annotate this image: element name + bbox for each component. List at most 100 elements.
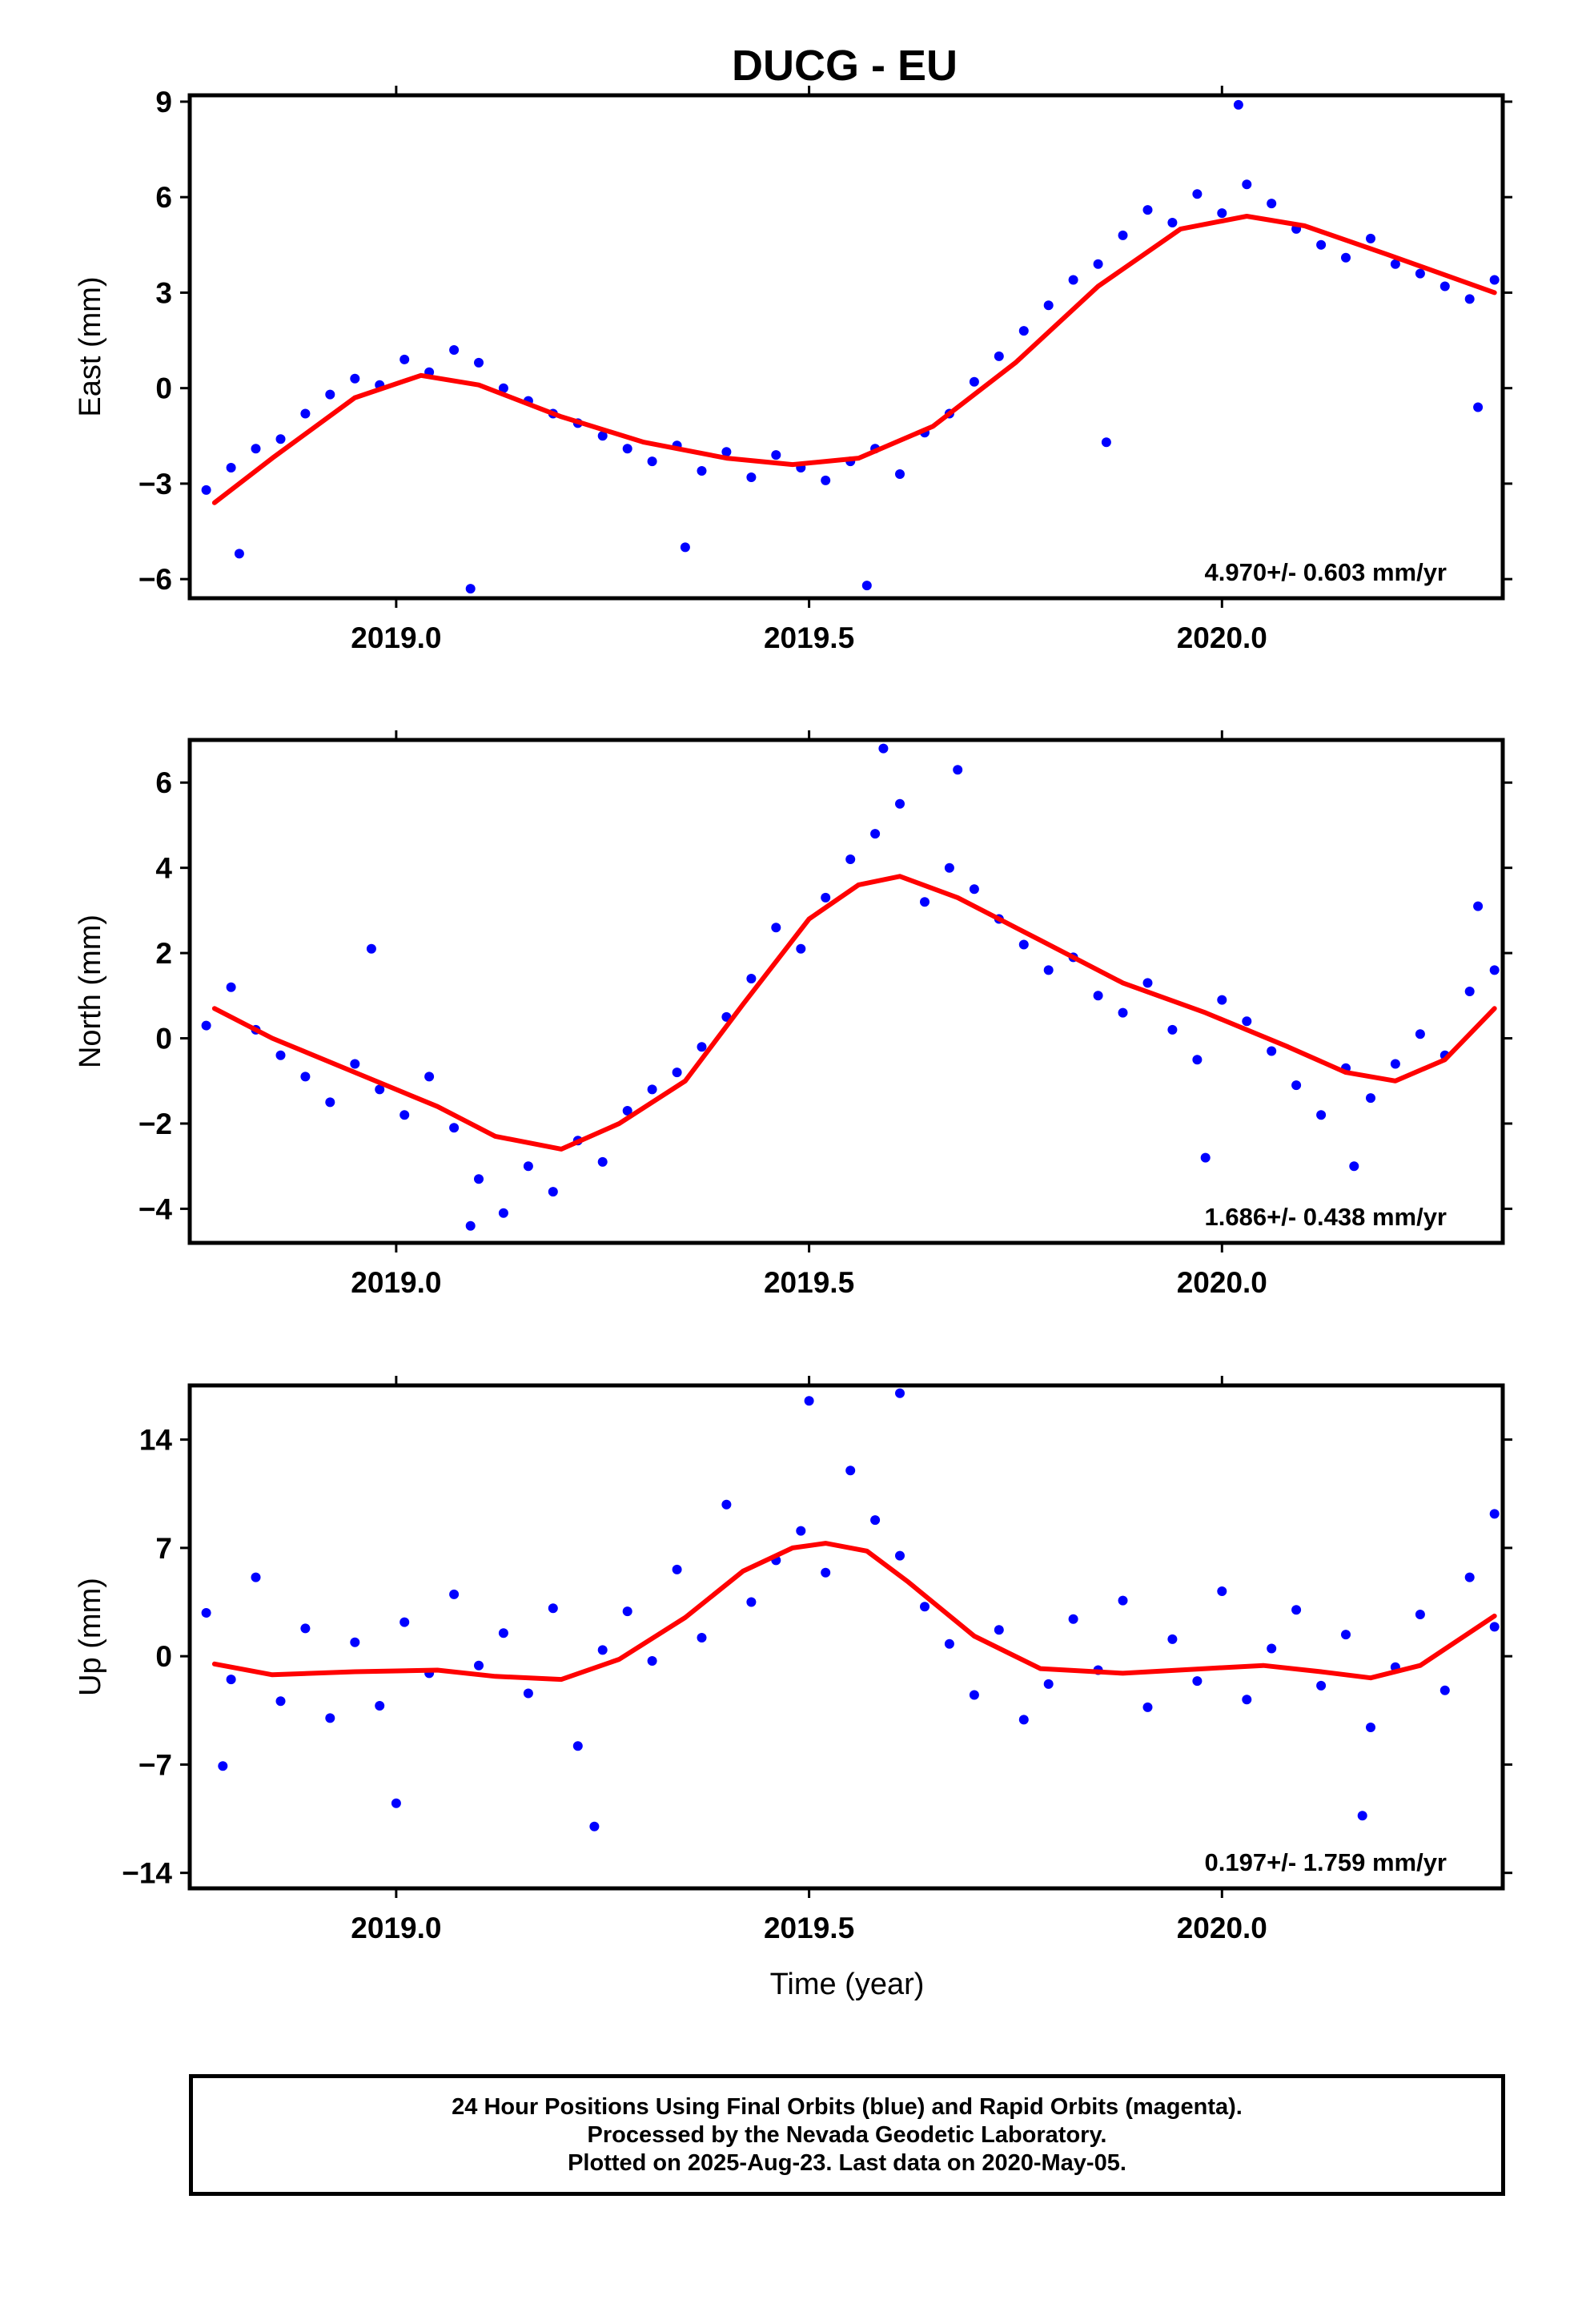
model-fit-line [211,214,1497,505]
plot-frame [187,1383,1505,1891]
data-point [1142,978,1153,988]
data-point [1018,1715,1029,1725]
data-point [821,892,831,903]
data-point [275,1696,286,1707]
data-point [1192,1055,1203,1065]
data-point [1489,275,1500,285]
data-point [920,897,930,907]
y-tick-label: 9 [155,86,172,119]
data-point [350,373,360,384]
data-point [375,1701,385,1711]
data-point [391,1798,401,1808]
data-point [895,798,905,809]
y-axis-label: Up (mm) [74,1578,107,1696]
data-point [1242,179,1252,190]
data-point [1068,275,1078,285]
data-point [474,357,484,368]
data-point [400,354,410,364]
data-point [1464,294,1475,304]
data-point [1489,965,1500,975]
data-point [796,943,806,954]
data-point [449,1589,460,1599]
y-tick-label: 0 [155,1023,172,1055]
data-point [1217,1586,1227,1596]
data-point [697,466,707,476]
data-point [953,765,963,775]
y-tick-label: 14 [139,1424,173,1457]
data-point [251,444,261,454]
data-point [1242,1016,1252,1027]
data-point [424,1072,435,1082]
y-tick-label: 6 [155,181,172,214]
data-point [861,581,872,591]
data-point [1093,259,1103,269]
data-point [1473,901,1484,911]
data-point [597,431,608,441]
y-tick-label: −2 [139,1108,172,1140]
caption-line-2: Processed by the Nevada Geodetic Laborat… [587,2121,1107,2148]
data-point [1341,1630,1351,1640]
data-point [944,862,954,873]
data-point [647,1084,657,1095]
data-point [1118,230,1128,240]
data-point [300,408,311,419]
data-point [1167,1024,1178,1035]
data-point [1267,199,1277,209]
x-tick-label: 2019.0 [351,1912,441,1944]
data-point [449,345,460,355]
data-point [1390,259,1400,269]
data-point [350,1637,360,1647]
data-point [672,1564,682,1574]
data-point [218,1761,228,1771]
data-point [622,444,632,454]
model-fit-line [211,874,1497,1152]
data-point [1349,1161,1359,1172]
y-tick-label: −4 [139,1192,173,1225]
data-point [1267,1643,1277,1654]
data-point [1390,1059,1400,1069]
data-point [375,1084,385,1095]
caption-line-1: 24 Hour Positions Using Final Orbits (bl… [452,2093,1243,2120]
data-point [1473,402,1484,412]
data-point [474,1660,484,1671]
data-point [1018,939,1029,950]
data-point [275,434,286,444]
data-point [944,1638,954,1649]
data-point [1489,1622,1500,1632]
data-point [325,389,335,400]
model-fit-line [211,1541,1497,1683]
data-point [589,1821,600,1831]
data-point [771,923,781,933]
data-point [870,829,881,839]
data-point [1093,991,1103,1001]
data-point [1489,1509,1500,1519]
plot-frame [187,93,1505,601]
data-point [366,943,376,954]
data-point [771,450,781,460]
y-tick-label: 4 [155,852,172,885]
caption-line-3: Plotted on 2025-Aug-23. Last data on 202… [568,2149,1126,2176]
data-point [1192,1676,1203,1687]
data-point [1217,208,1227,219]
y-tick-label: −6 [139,563,172,596]
data-point [498,383,508,393]
data-point [226,982,236,992]
data-point [1316,239,1327,250]
panel-east: −6 −3 0 3 6 9 2019.0 2019.5 2020.0 East (mm) 4.970… [74,86,1512,654]
data-point [1316,1110,1327,1120]
panel-north: −4 −2 0 2 4 6 2019.0 2019.5 2020.0 North (mm) 1.68… [74,730,1512,1299]
data-point [1439,1685,1450,1695]
data-point [474,1174,484,1184]
data-point [697,1633,707,1642]
x-tick-label: 2019.0 [351,1266,441,1299]
data-point [300,1072,311,1082]
data-point [1043,300,1054,311]
data-point [1464,987,1475,996]
data-point [969,884,979,895]
y-tick-label: 0 [155,1640,172,1673]
x-tick-label: 2019.5 [764,621,854,654]
data-point [350,1059,360,1069]
data-point [597,1156,608,1167]
data-point [870,1515,881,1526]
